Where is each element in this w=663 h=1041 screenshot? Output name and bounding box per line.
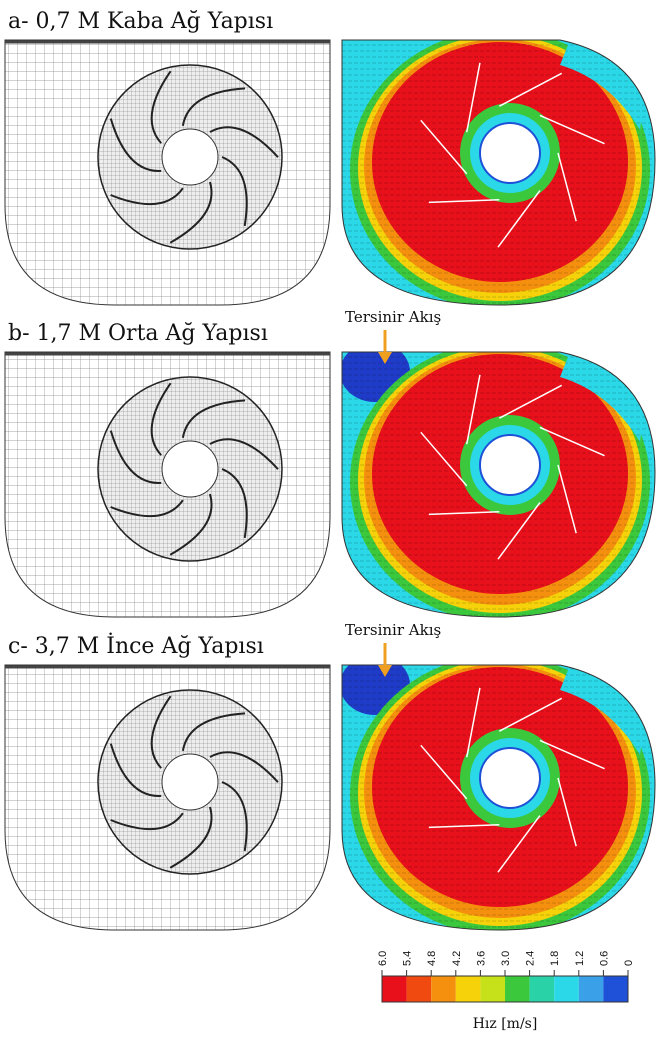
colorbar-segment (530, 976, 555, 1002)
panel-title: c- 3,7 M İnce Ağ Yapısı (8, 632, 264, 659)
contour (340, 655, 660, 935)
colorbar-tick-label: 1.8 (549, 951, 561, 966)
hub (480, 435, 540, 495)
colorbar-tick-label: 1.2 (574, 951, 586, 966)
colorbar-tick-label: 3.6 (475, 951, 487, 966)
colorbar-segment (456, 976, 481, 1002)
panel-title: a- 0,7 M Kaba Ağ Yapısı (8, 9, 273, 34)
hub (480, 123, 540, 183)
colorbar-segment (431, 976, 456, 1002)
annotation: Tersinir Akış (345, 621, 441, 639)
annotation: Tersinir Akış (345, 308, 441, 326)
colorbar-tick-label: 2.4 (525, 951, 537, 966)
colorbar-segment (382, 976, 407, 1002)
colorbar-segment (579, 976, 604, 1002)
colorbar-segment (505, 976, 530, 1002)
colorbar-tick-label: 4.8 (426, 951, 438, 966)
colorbar-tick-label: 4.2 (451, 951, 463, 966)
hub (480, 748, 540, 808)
colorbar-segment (480, 976, 505, 1002)
colorbar-segment (407, 976, 432, 1002)
hub (162, 754, 218, 810)
contour (340, 342, 660, 622)
colorbar-segment (603, 976, 628, 1002)
panel-title: b- 1,7 M Orta Ağ Yapısı (8, 321, 268, 346)
colorbar-tick-label: 5.4 (402, 951, 414, 966)
colorbar-segment (554, 976, 579, 1002)
figure: a- 0,7 M Kaba Ağ Yapısı b- 1,7 M Orta Ağ … (0, 0, 663, 1041)
colorbar-tick-label: 6.0 (377, 951, 389, 966)
colorbar-tick-label: 3.0 (500, 951, 512, 966)
hub (162, 129, 218, 185)
colorbar-tick-label: 0 (623, 960, 635, 966)
colorbar-label: Hız [m/s] (473, 1016, 538, 1032)
hub (162, 441, 218, 497)
contour (340, 30, 660, 310)
colorbar-tick-label: 0.6 (598, 951, 610, 966)
